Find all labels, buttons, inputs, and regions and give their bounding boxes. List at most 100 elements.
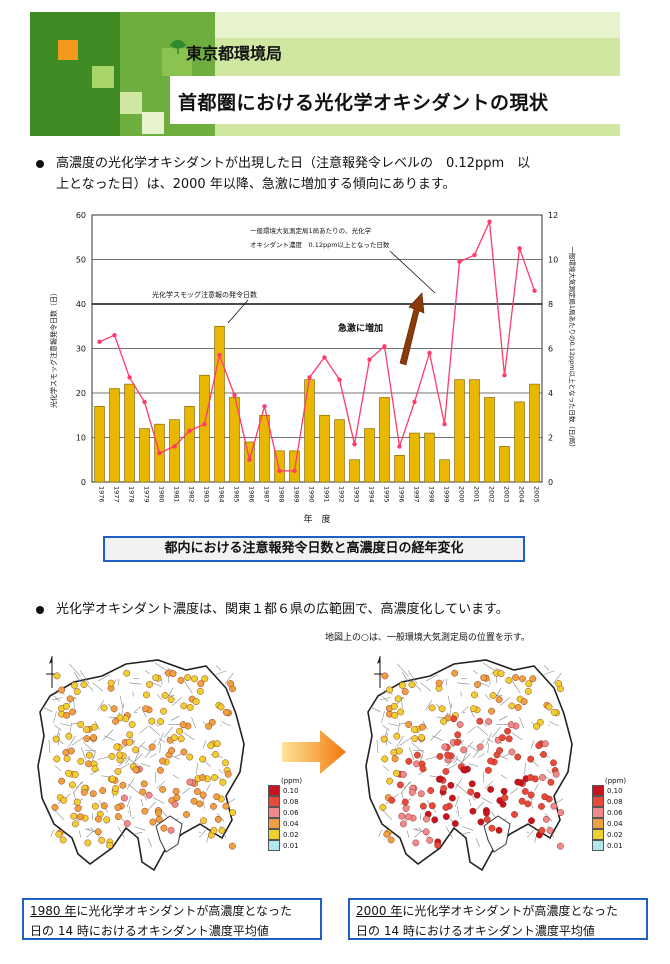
station-marker bbox=[449, 794, 456, 802]
station-marker bbox=[123, 820, 131, 828]
station-marker bbox=[476, 743, 484, 751]
legend-item: 0.06 bbox=[268, 807, 302, 818]
station-marker bbox=[90, 734, 97, 741]
legend-label: 0.08 bbox=[283, 797, 299, 806]
line-annotation: 一般環境大気測定局1局あたりの、光化学 bbox=[250, 226, 372, 235]
station-marker bbox=[132, 746, 140, 754]
bar bbox=[244, 441, 255, 483]
banner-light-square bbox=[142, 112, 164, 134]
station-marker bbox=[428, 802, 436, 810]
station-marker bbox=[440, 718, 448, 725]
station-marker bbox=[77, 813, 84, 821]
bar bbox=[319, 414, 330, 483]
legend-label: 0.04 bbox=[607, 819, 623, 828]
station-marker bbox=[99, 787, 107, 794]
x-tick-label: 1989 bbox=[293, 486, 301, 503]
bar bbox=[169, 419, 180, 483]
kanto-outline bbox=[365, 659, 573, 872]
station-marker bbox=[527, 774, 535, 781]
station-marker bbox=[487, 785, 495, 793]
legend-unit: (ppm) bbox=[605, 777, 627, 785]
station-marker bbox=[547, 778, 555, 786]
line-point bbox=[367, 357, 372, 362]
bar bbox=[469, 379, 480, 483]
bar bbox=[289, 450, 300, 483]
caption-text: に光化学オキシダントが高濃度となった bbox=[402, 904, 619, 918]
station-marker bbox=[402, 805, 410, 812]
station-marker bbox=[500, 787, 508, 795]
legend-swatch bbox=[592, 785, 604, 796]
station-marker bbox=[477, 818, 485, 826]
station-marker bbox=[401, 688, 409, 695]
station-marker bbox=[112, 718, 120, 725]
y-tick-label: 30 bbox=[76, 345, 86, 354]
station-marker bbox=[557, 809, 565, 817]
station-marker bbox=[72, 771, 79, 778]
station-marker bbox=[83, 735, 91, 743]
legend-item: 0.02 bbox=[592, 829, 626, 840]
station-marker bbox=[501, 794, 509, 802]
station-marker bbox=[222, 708, 230, 716]
station-marker bbox=[399, 681, 406, 689]
station-marker bbox=[507, 721, 515, 729]
station-marker bbox=[393, 769, 400, 777]
station-marker bbox=[152, 674, 160, 682]
station-marker bbox=[545, 703, 553, 711]
station-marker bbox=[201, 675, 209, 683]
station-marker bbox=[155, 809, 162, 817]
station-marker bbox=[386, 777, 393, 785]
station-marker bbox=[550, 759, 557, 767]
station-marker bbox=[86, 751, 93, 759]
station-marker bbox=[495, 696, 503, 703]
station-marker bbox=[541, 740, 549, 748]
station-marker bbox=[94, 828, 102, 836]
station-marker bbox=[397, 708, 405, 716]
legend-label: 0.10 bbox=[283, 786, 299, 795]
bar bbox=[394, 455, 405, 483]
station-marker bbox=[191, 675, 198, 683]
station-marker bbox=[213, 793, 221, 801]
station-marker bbox=[89, 790, 97, 798]
bar bbox=[484, 397, 495, 483]
station-marker bbox=[71, 681, 78, 689]
section1-line2: 上となった日）は、2000 年以降、急激に増加する傾向にあります。 bbox=[56, 177, 456, 192]
station-marker bbox=[63, 711, 71, 719]
station-marker bbox=[199, 774, 207, 781]
station-marker bbox=[100, 802, 108, 810]
legend-item: 0.04 bbox=[592, 818, 626, 829]
caption-year: 2000 年 bbox=[356, 904, 403, 918]
annotation-leader bbox=[227, 299, 249, 324]
station-marker bbox=[387, 836, 395, 844]
y2-tick-label: 0 bbox=[548, 478, 553, 487]
x-tick-label: 2003 bbox=[503, 486, 511, 503]
legend-swatch bbox=[268, 840, 280, 851]
station-marker bbox=[386, 686, 393, 694]
station-marker bbox=[169, 670, 177, 678]
map-2000-caption: 2000 年に光化学オキシダントが高濃度となった 日の 14 時におけるオキシダ… bbox=[348, 898, 648, 940]
y2-tick-label: 8 bbox=[548, 300, 553, 309]
legend-label: 0.10 bbox=[607, 786, 623, 795]
station-marker bbox=[512, 674, 520, 681]
station-marker bbox=[80, 788, 88, 796]
station-marker bbox=[143, 691, 150, 699]
legend-label: 0.01 bbox=[607, 841, 623, 850]
x-tick-label: 1976 bbox=[98, 486, 106, 503]
bar bbox=[349, 459, 360, 483]
station-marker bbox=[52, 735, 60, 743]
station-marker bbox=[550, 708, 558, 716]
station-marker bbox=[110, 705, 118, 713]
bar bbox=[124, 383, 135, 483]
station-marker bbox=[508, 748, 516, 756]
line-point bbox=[382, 344, 387, 349]
legend-unit: (ppm) bbox=[281, 777, 303, 785]
station-marker bbox=[483, 815, 491, 823]
station-marker bbox=[176, 727, 184, 735]
station-marker bbox=[488, 824, 496, 832]
station-marker bbox=[419, 802, 427, 810]
station-marker bbox=[217, 703, 225, 711]
station-marker bbox=[55, 830, 63, 838]
station-marker bbox=[529, 675, 537, 683]
station-marker bbox=[193, 788, 201, 795]
line-point bbox=[352, 441, 357, 447]
station-marker bbox=[77, 721, 85, 728]
